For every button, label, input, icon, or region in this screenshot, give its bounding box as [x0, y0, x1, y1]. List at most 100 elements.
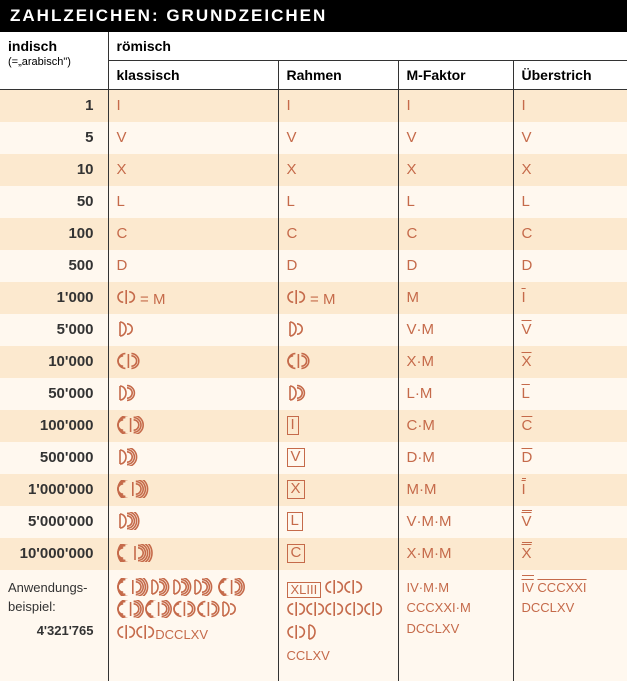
cell-ueberstrich: D — [513, 442, 627, 474]
cell-mfaktor: V — [398, 122, 513, 154]
cell-indisch: 500'000 — [0, 442, 108, 474]
header-ueberstrich: Überstrich — [513, 61, 627, 90]
cell-klassisch: C — [108, 218, 278, 250]
cell-indisch: 10 — [0, 154, 108, 186]
cell-klassisch: V — [108, 122, 278, 154]
cell-rahmen — [278, 314, 398, 346]
cell-indisch: 100'000 — [0, 410, 108, 442]
cell-rahmen: D — [278, 250, 398, 282]
example-klassisch: DCCLXV — [108, 570, 278, 681]
cell-mfaktor: C·M — [398, 410, 513, 442]
example-mfaktor: IV·M·MCCCXXI·MDCCLXV — [398, 570, 513, 681]
cell-rahmen: C — [278, 538, 398, 570]
cell-mfaktor: I — [398, 90, 513, 122]
table-row: 5'000'000 LV·M·MV — [0, 506, 627, 538]
cell-mfaktor: D — [398, 250, 513, 282]
table-row: 1'000 = M = MMI — [0, 282, 627, 314]
cell-indisch: 100 — [0, 218, 108, 250]
example-label-2: beispiel: — [8, 599, 56, 614]
cell-mfaktor: L·M — [398, 378, 513, 410]
cell-rahmen: I — [278, 90, 398, 122]
cell-ueberstrich: V — [513, 314, 627, 346]
example-label-1: Anwendungs- — [8, 580, 88, 595]
cell-ueberstrich: L — [513, 378, 627, 410]
table-row: 500'000VD·MD — [0, 442, 627, 474]
cell-rahmen — [278, 346, 398, 378]
table-row: 50LLLL — [0, 186, 627, 218]
cell-klassisch: D — [108, 250, 278, 282]
cell-rahmen: X — [278, 474, 398, 506]
cell-klassisch — [108, 474, 278, 506]
example-row: Anwendungs- beispiel: 4'321'765 DCCLXV X… — [0, 570, 627, 681]
table-row: 1'000'000 XM·MI — [0, 474, 627, 506]
title-row: ZAHLZEICHEN: GRUNDZEICHEN — [0, 0, 627, 32]
cell-indisch: 1'000'000 — [0, 474, 108, 506]
cell-mfaktor: X — [398, 154, 513, 186]
cell-indisch: 1'000 — [0, 282, 108, 314]
cell-klassisch: L — [108, 186, 278, 218]
table-row: 500DDDD — [0, 250, 627, 282]
cell-mfaktor: L — [398, 186, 513, 218]
cell-rahmen: L — [278, 186, 398, 218]
header-indisch-sub: (=„arabisch") — [8, 56, 100, 68]
cell-ueberstrich: X — [513, 154, 627, 186]
cell-indisch: 50'000 — [0, 378, 108, 410]
cell-klassisch — [108, 314, 278, 346]
table-row: 100CCCC — [0, 218, 627, 250]
cell-indisch: 50 — [0, 186, 108, 218]
cell-rahmen: V — [278, 122, 398, 154]
cell-mfaktor: V·M·M — [398, 506, 513, 538]
cell-klassisch: I — [108, 90, 278, 122]
cell-ueberstrich: X — [513, 346, 627, 378]
table-row: 5VVVV — [0, 122, 627, 154]
example-rahmen: XLIII CCLXV — [278, 570, 398, 681]
cell-klassisch — [108, 378, 278, 410]
cell-indisch: 500 — [0, 250, 108, 282]
header-roemisch: römisch — [108, 32, 627, 61]
header-rahmen: Rahmen — [278, 61, 398, 90]
numeral-table: ZAHLZEICHEN: GRUNDZEICHEN indisch (=„ara… — [0, 0, 627, 681]
cell-ueberstrich: V — [513, 506, 627, 538]
cell-mfaktor: X·M·M — [398, 538, 513, 570]
cell-mfaktor: M·M — [398, 474, 513, 506]
cell-ueberstrich: I — [513, 90, 627, 122]
header-klassisch: klassisch — [108, 61, 278, 90]
example-label-cell: Anwendungs- beispiel: 4'321'765 — [0, 570, 108, 681]
table-row: 50'000 L·ML — [0, 378, 627, 410]
cell-klassisch — [108, 410, 278, 442]
table-row: 1IIII — [0, 90, 627, 122]
table-row: 10XXXX — [0, 154, 627, 186]
cell-rahmen: L — [278, 506, 398, 538]
cell-klassisch: = M — [108, 282, 278, 314]
cell-ueberstrich: X — [513, 538, 627, 570]
cell-ueberstrich: I — [513, 282, 627, 314]
cell-indisch: 1 — [0, 90, 108, 122]
table-row: 100'000 IC·MC — [0, 410, 627, 442]
cell-ueberstrich: D — [513, 250, 627, 282]
cell-klassisch — [108, 538, 278, 570]
cell-ueberstrich: C — [513, 218, 627, 250]
cell-indisch: 5'000 — [0, 314, 108, 346]
cell-rahmen: C — [278, 218, 398, 250]
cell-klassisch — [108, 442, 278, 474]
cell-mfaktor: V·M — [398, 314, 513, 346]
cell-mfaktor: C — [398, 218, 513, 250]
table-title: ZAHLZEICHEN: GRUNDZEICHEN — [0, 0, 627, 32]
cell-rahmen: V — [278, 442, 398, 474]
example-number: 4'321'765 — [8, 621, 100, 641]
cell-ueberstrich: L — [513, 186, 627, 218]
cell-klassisch — [108, 346, 278, 378]
cell-indisch: 10'000'000 — [0, 538, 108, 570]
cell-ueberstrich: C — [513, 410, 627, 442]
cell-ueberstrich: I — [513, 474, 627, 506]
table-row: 5'000 V·MV — [0, 314, 627, 346]
table-row: 10'000'000 CX·M·MX — [0, 538, 627, 570]
header-indisch: indisch (=„arabisch") — [0, 32, 108, 90]
cell-klassisch — [108, 506, 278, 538]
cell-klassisch: X — [108, 154, 278, 186]
cell-indisch: 5'000'000 — [0, 506, 108, 538]
cell-mfaktor: X·M — [398, 346, 513, 378]
cell-rahmen: I — [278, 410, 398, 442]
cell-rahmen: = M — [278, 282, 398, 314]
cell-indisch: 5 — [0, 122, 108, 154]
